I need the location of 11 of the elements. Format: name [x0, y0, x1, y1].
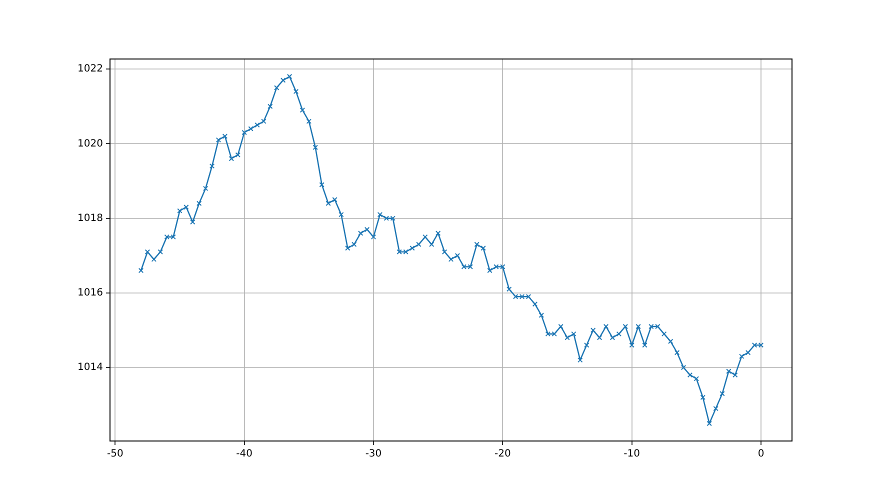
x-tick-label: 0	[758, 448, 764, 460]
x-tick-label: -20	[494, 448, 511, 460]
x-tick-label: -50	[106, 448, 124, 460]
y-tick-label: 1018	[78, 212, 103, 224]
y-tick-label: 1016	[78, 287, 103, 298]
y-tick-label: 1020	[78, 138, 103, 150]
x-tick-label: -10	[624, 448, 640, 460]
x-tick-label: -30	[365, 448, 382, 460]
x-tick-label: -40	[236, 448, 253, 460]
y-tick-label: 1022	[78, 64, 103, 75]
y-tick-label: 1014	[78, 362, 103, 374]
